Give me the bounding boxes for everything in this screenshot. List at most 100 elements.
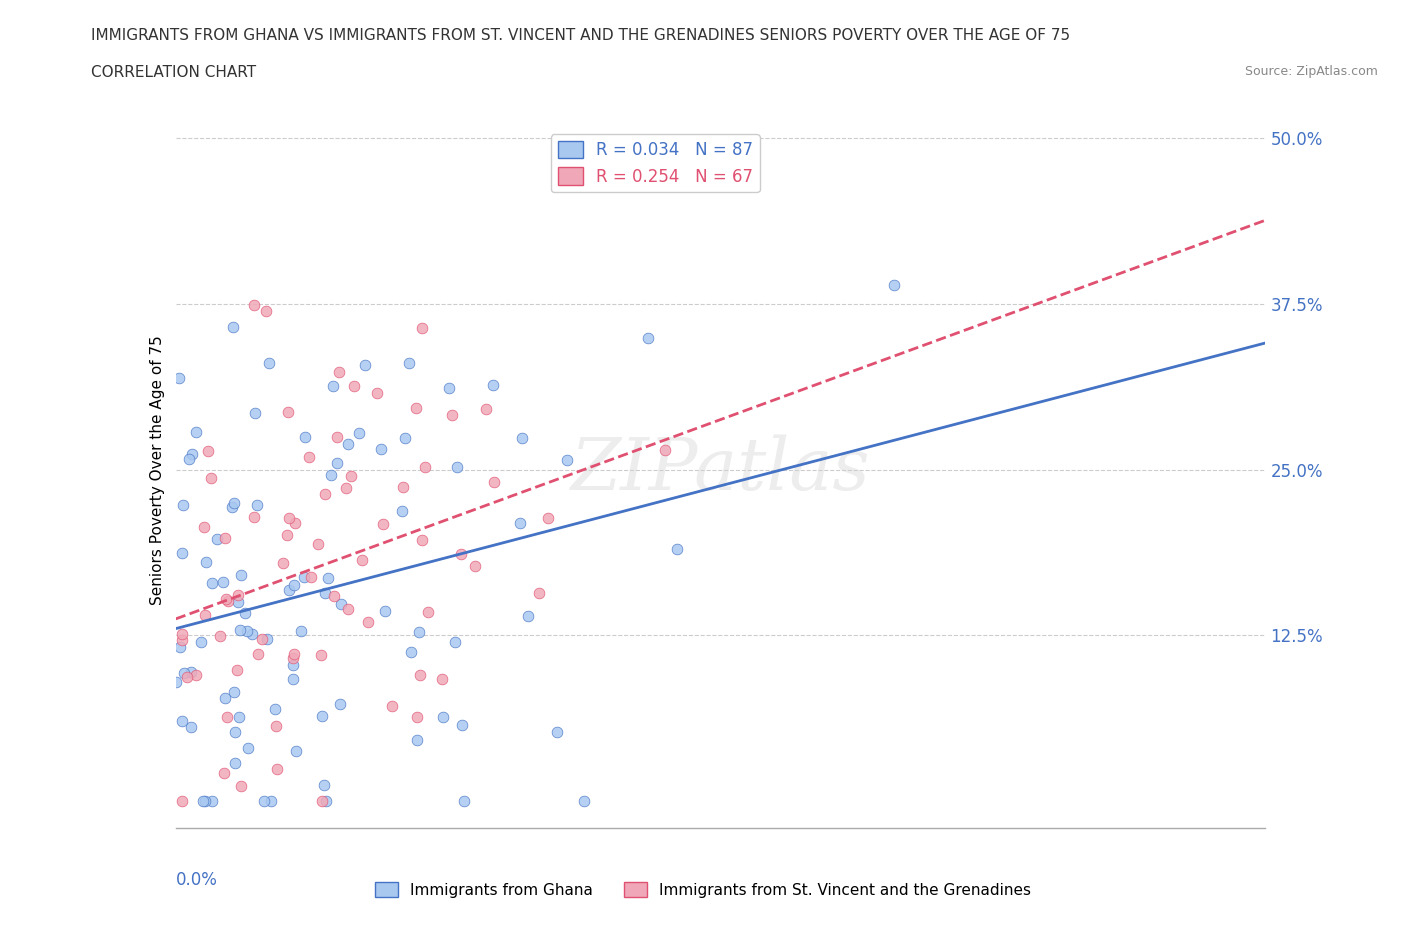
Point — [510, 431, 533, 445]
Point — [340, 469, 363, 484]
Point — [233, 605, 256, 620]
Point — [243, 510, 266, 525]
Point — [214, 531, 236, 546]
Point — [281, 650, 304, 665]
Point — [406, 733, 429, 748]
Point — [432, 710, 454, 724]
Point — [482, 378, 505, 392]
Point — [172, 713, 194, 728]
Point — [194, 793, 217, 808]
Point — [307, 537, 329, 551]
Point — [328, 365, 350, 379]
Point — [170, 627, 193, 642]
Point — [215, 710, 238, 724]
Point — [165, 674, 187, 689]
Point — [446, 460, 468, 475]
Point — [260, 793, 283, 808]
Point — [256, 631, 278, 646]
Point — [546, 725, 568, 740]
Point — [484, 475, 506, 490]
Text: 0.0%: 0.0% — [176, 870, 218, 889]
Point — [284, 515, 307, 530]
Point — [201, 793, 224, 808]
Point — [200, 471, 222, 485]
Point — [170, 793, 193, 808]
Point — [309, 648, 332, 663]
Point — [246, 646, 269, 661]
Text: IMMIGRANTS FROM GHANA VS IMMIGRANTS FROM ST. VINCENT AND THE GRENADINES SENIORS : IMMIGRANTS FROM GHANA VS IMMIGRANTS FROM… — [91, 28, 1070, 43]
Point — [209, 629, 232, 644]
Point — [214, 690, 236, 705]
Point — [224, 755, 246, 770]
Point — [184, 425, 207, 440]
Point — [326, 430, 349, 445]
Point — [406, 710, 429, 724]
Point — [242, 298, 264, 312]
Point — [329, 697, 352, 711]
Point — [298, 449, 321, 464]
Point — [283, 658, 305, 672]
Point — [325, 456, 347, 471]
Point — [399, 644, 422, 659]
Point — [195, 554, 218, 569]
Point — [311, 793, 333, 808]
Point — [226, 594, 249, 609]
Point — [253, 793, 276, 808]
Point — [353, 358, 375, 373]
Point — [509, 516, 531, 531]
Point — [173, 666, 195, 681]
Point — [314, 585, 336, 600]
Point — [215, 591, 238, 606]
Point — [394, 431, 416, 445]
Point — [278, 511, 301, 525]
Point — [193, 519, 215, 534]
Point — [277, 405, 299, 419]
Point — [193, 607, 215, 622]
Point — [398, 355, 420, 370]
Point — [323, 588, 346, 603]
Point — [257, 356, 280, 371]
Point — [322, 379, 344, 394]
Point — [283, 578, 305, 593]
Point — [180, 446, 202, 461]
Point — [366, 386, 388, 401]
Point — [240, 627, 263, 642]
Point — [450, 718, 472, 733]
Point — [170, 633, 193, 648]
Point — [228, 710, 250, 724]
Point — [439, 380, 461, 395]
Point — [516, 608, 538, 623]
Point — [665, 542, 688, 557]
Point — [277, 583, 299, 598]
Point — [176, 670, 198, 684]
Point — [190, 634, 212, 649]
Point — [285, 744, 308, 759]
Point — [450, 546, 472, 561]
Legend: R = 0.034   N = 87, R = 0.254   N = 67: R = 0.034 N = 87, R = 0.254 N = 67 — [551, 134, 759, 193]
Point — [357, 614, 380, 629]
Point — [330, 596, 353, 611]
Point — [299, 569, 322, 584]
Point — [222, 320, 245, 335]
Point — [464, 559, 486, 574]
Point — [572, 793, 595, 808]
Point — [343, 379, 366, 393]
Point — [212, 575, 235, 590]
Point — [228, 587, 250, 602]
Point — [411, 533, 433, 548]
Point — [315, 793, 337, 808]
Point — [191, 793, 214, 808]
Point — [409, 668, 432, 683]
Point — [224, 495, 246, 510]
Text: CORRELATION CHART: CORRELATION CHART — [91, 65, 256, 80]
Point — [335, 481, 357, 496]
Point — [350, 552, 373, 567]
Point — [314, 777, 336, 792]
Point — [453, 793, 475, 808]
Point — [217, 593, 239, 608]
Point — [294, 430, 316, 445]
Point — [311, 708, 333, 723]
Point — [637, 331, 659, 346]
Point — [283, 646, 305, 661]
Point — [391, 503, 413, 518]
